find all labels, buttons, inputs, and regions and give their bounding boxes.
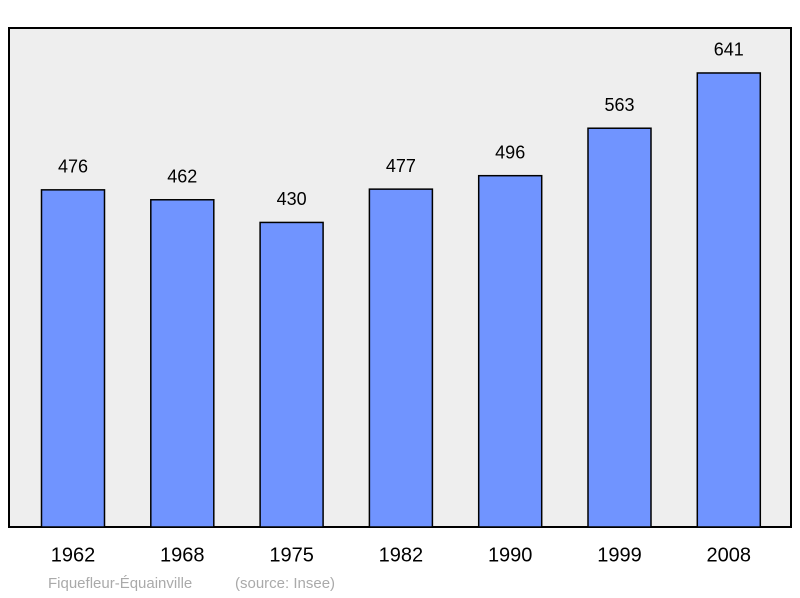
- bar: [696, 72, 762, 528]
- value-label: 430: [277, 189, 307, 209]
- bar: [477, 174, 543, 528]
- value-label: 496: [495, 142, 525, 162]
- x-tick-label: 2008: [707, 544, 752, 566]
- x-tick-label: 1999: [597, 544, 642, 566]
- source: (source: Insee): [235, 575, 335, 592]
- x-tick-label: 1975: [269, 544, 314, 566]
- bar: [150, 199, 215, 528]
- x-tick-label: 1982: [379, 544, 424, 566]
- value-label: 476: [58, 157, 88, 177]
- caption: Fiquefleur-Équainville: [48, 575, 192, 592]
- value-label: 563: [604, 95, 634, 115]
- value-label: 641: [714, 40, 744, 60]
- bar: [587, 127, 652, 528]
- x-tick-label: 1968: [160, 544, 205, 566]
- bar: [40, 189, 106, 528]
- bar: [368, 188, 434, 528]
- value-label: 462: [167, 167, 197, 187]
- x-tick-label: 1962: [51, 544, 96, 566]
- value-label: 477: [386, 156, 416, 176]
- x-tick-label: 1990: [488, 544, 533, 566]
- bar: [259, 221, 324, 528]
